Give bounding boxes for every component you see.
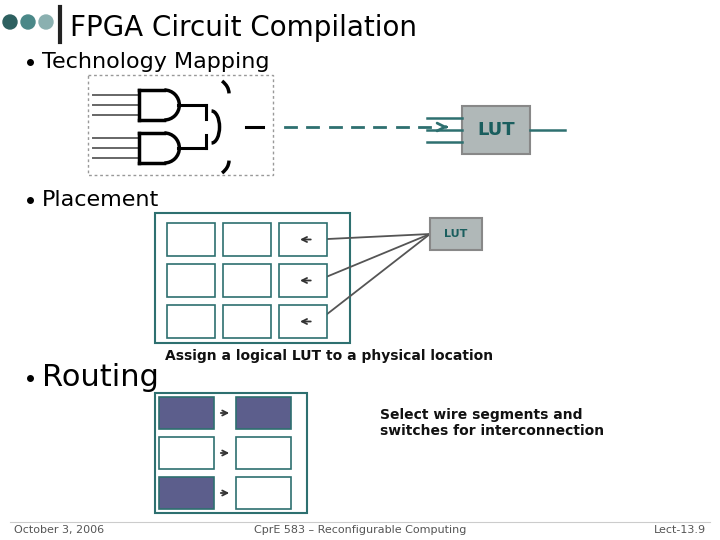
Bar	[236, 397, 291, 429]
Text: Assign a logical LUT to a physical location: Assign a logical LUT to a physical locat…	[165, 349, 493, 363]
Bar	[279, 223, 327, 256]
Bar	[159, 437, 214, 469]
Bar	[223, 305, 271, 338]
Text: October 3, 2006: October 3, 2006	[14, 525, 104, 535]
Bar	[155, 393, 307, 513]
Text: Lect-13.9: Lect-13.9	[654, 525, 706, 535]
Bar	[236, 477, 291, 509]
Text: CprE 583 – Reconfigurable Computing: CprE 583 – Reconfigurable Computing	[254, 525, 466, 535]
Bar	[167, 264, 215, 297]
Bar	[279, 264, 327, 297]
Bar	[159, 477, 214, 509]
Bar	[462, 106, 530, 154]
Text: LUT: LUT	[477, 121, 515, 139]
Text: Placement: Placement	[42, 190, 159, 210]
FancyBboxPatch shape	[88, 75, 273, 175]
Bar	[279, 305, 327, 338]
Text: LUT: LUT	[444, 229, 468, 239]
Text: Technology Mapping: Technology Mapping	[42, 52, 269, 72]
Bar	[167, 305, 215, 338]
Bar	[159, 397, 214, 429]
Text: Select wire segments and
switches for interconnection: Select wire segments and switches for in…	[380, 408, 604, 438]
Text: FPGA Circuit Compilation: FPGA Circuit Compilation	[70, 14, 417, 42]
Text: Routing: Routing	[42, 363, 159, 393]
Bar	[236, 437, 291, 469]
Bar	[155, 213, 350, 343]
Circle shape	[21, 15, 35, 29]
Bar	[223, 264, 271, 297]
Bar	[223, 223, 271, 256]
Circle shape	[3, 15, 17, 29]
Circle shape	[39, 15, 53, 29]
Bar	[430, 218, 482, 250]
Bar	[167, 223, 215, 256]
